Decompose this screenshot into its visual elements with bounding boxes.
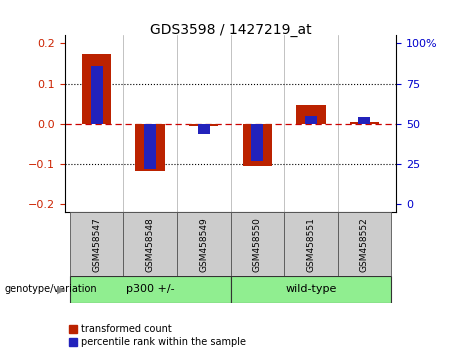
Bar <box>70 276 230 303</box>
Bar <box>124 212 177 276</box>
Bar <box>230 276 391 303</box>
Bar <box>337 212 391 276</box>
Bar <box>189 124 219 126</box>
Text: GSM458547: GSM458547 <box>92 217 101 272</box>
Bar <box>144 124 156 169</box>
Text: GSM458551: GSM458551 <box>306 217 315 272</box>
Bar <box>251 124 263 161</box>
Bar <box>242 124 272 166</box>
Bar <box>359 117 370 124</box>
Bar <box>230 212 284 276</box>
Text: GSM458549: GSM458549 <box>199 217 208 272</box>
Bar <box>349 122 379 124</box>
Bar <box>136 124 165 171</box>
Legend: transformed count, percentile rank within the sample: transformed count, percentile rank withi… <box>70 325 246 347</box>
Text: genotype/variation: genotype/variation <box>5 284 97 295</box>
Text: wild-type: wild-type <box>285 284 337 295</box>
Bar <box>82 53 112 124</box>
Text: GSM458548: GSM458548 <box>146 217 155 272</box>
Bar <box>70 212 124 276</box>
Text: p300 +/-: p300 +/- <box>126 284 175 295</box>
Text: GDS3598 / 1427219_at: GDS3598 / 1427219_at <box>150 23 311 37</box>
Text: ▶: ▶ <box>57 284 65 295</box>
Bar <box>91 67 102 124</box>
Bar <box>284 212 337 276</box>
Text: GSM458552: GSM458552 <box>360 217 369 272</box>
Text: GSM458550: GSM458550 <box>253 217 262 272</box>
Bar <box>177 212 230 276</box>
Bar <box>305 116 317 124</box>
Bar <box>198 124 210 134</box>
Bar <box>296 104 325 124</box>
